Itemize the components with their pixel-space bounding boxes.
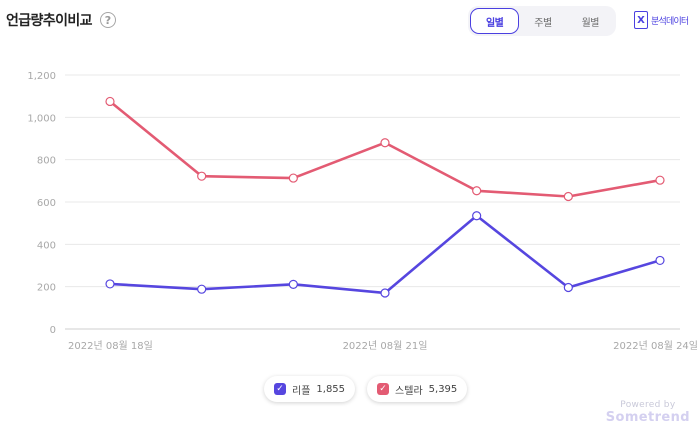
y-tick-label: 400 xyxy=(37,240,56,251)
data-point xyxy=(288,173,298,183)
y-tick-label: 200 xyxy=(37,283,56,294)
data-point xyxy=(563,282,573,293)
tab-weekly[interactable]: 주별 xyxy=(534,17,552,29)
legend-total: 1,855 xyxy=(316,383,346,395)
data-point xyxy=(563,191,573,202)
series-line-1 xyxy=(109,214,661,295)
series-line-2 xyxy=(109,100,661,198)
powered-by: Powered by Sometrend xyxy=(606,400,690,425)
legend-total: 5,395 xyxy=(428,383,458,395)
legend-label: 리플 xyxy=(292,385,311,397)
data-point xyxy=(380,288,390,298)
chart-header: 언급량추이비교 ? xyxy=(6,10,116,30)
checkbox-icon: ✓ xyxy=(377,383,390,395)
y-tick-label: 0 xyxy=(50,325,56,336)
y-tick-label: 1,000 xyxy=(27,113,56,124)
y-tick-label: 600 xyxy=(37,198,56,209)
legend-item-series-1[interactable]: ✓ 리플 1,855 xyxy=(264,376,356,402)
checkbox-icon: ✓ xyxy=(274,383,286,395)
x-tick-label: 2022년 08월 24일 xyxy=(613,340,698,352)
data-point xyxy=(472,186,482,196)
tab-daily[interactable]: 일별 xyxy=(470,8,520,34)
data-point xyxy=(655,255,665,266)
period-toggle: 일별 주별 월별 xyxy=(468,6,616,36)
x-tick-label: 2022년 08월 18일 xyxy=(68,340,153,352)
data-point xyxy=(197,171,207,181)
y-tick-label: 800 xyxy=(37,156,56,167)
powered-by-text: Powered by xyxy=(620,400,676,410)
data-point xyxy=(380,138,390,148)
data-point xyxy=(655,175,665,185)
sometrend-logo: Sometrend xyxy=(605,410,690,425)
tab-monthly[interactable]: 월별 xyxy=(581,17,600,29)
data-point xyxy=(105,96,115,107)
legend: ✓ 리플 1,855 ✓ 스텔라 5,395 xyxy=(264,376,468,402)
x-tick-label: 2022년 08월 21일 xyxy=(343,340,428,352)
data-point xyxy=(197,284,207,294)
data-point xyxy=(288,279,298,289)
data-point xyxy=(105,279,115,289)
export-data-button[interactable]: X 분석데이터 xyxy=(634,11,689,29)
excel-icon: X xyxy=(634,11,648,29)
export-label: 분석데이터 xyxy=(651,16,689,27)
help-icon[interactable]: ? xyxy=(99,12,116,28)
legend-label: 스텔라 xyxy=(395,385,423,397)
legend-item-series-2[interactable]: ✓ 스텔라 5,395 xyxy=(367,376,468,402)
chart-title: 언급량추이비교 xyxy=(6,13,93,29)
y-tick-label: 1,200 xyxy=(27,71,56,82)
data-point xyxy=(472,211,482,221)
